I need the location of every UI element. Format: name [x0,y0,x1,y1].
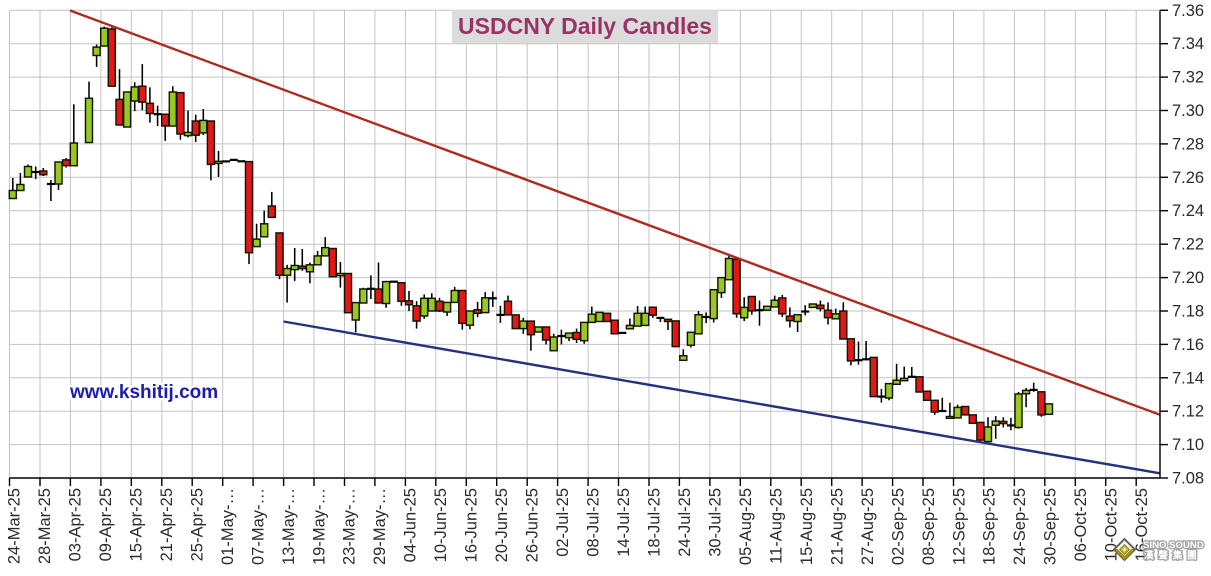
svg-text:20-Jun-25: 20-Jun-25 [493,488,511,562]
svg-text:USDCNY Daily Candles: USDCNY Daily Candles [458,13,712,39]
svg-text:03-Apr-25: 03-Apr-25 [67,488,85,561]
svg-text:7.30: 7.30 [1172,102,1204,120]
svg-text:7.22: 7.22 [1172,236,1204,254]
svg-text:25-Apr-25: 25-Apr-25 [188,488,206,561]
svg-text:7.14: 7.14 [1172,369,1204,387]
svg-text:21-Apr-25: 21-Apr-25 [158,488,176,561]
svg-text:SINO SOUND: SINO SOUND [1143,540,1204,551]
svg-text:08-Sep-25: 08-Sep-25 [920,488,938,565]
svg-text:21-Aug-25: 21-Aug-25 [828,488,846,565]
svg-text:05-Aug-25: 05-Aug-25 [737,488,755,565]
svg-text:7.20: 7.20 [1172,269,1204,287]
svg-text:13-May-…: 13-May-… [280,488,298,565]
svg-text:23-May-…: 23-May-… [341,488,359,565]
svg-text:12-Sep-25: 12-Sep-25 [950,488,968,565]
svg-text:02-Sep-25: 02-Sep-25 [889,488,907,565]
svg-text:7.12: 7.12 [1172,403,1204,421]
svg-text:30-Jul-25: 30-Jul-25 [706,488,724,557]
svg-text:7.16: 7.16 [1172,336,1204,354]
svg-text:28-Mar-25: 28-Mar-25 [36,488,54,564]
svg-text:26-Jun-25: 26-Jun-25 [524,488,542,562]
svg-text:11-Aug-25: 11-Aug-25 [767,488,785,564]
svg-text:15-Aug-25: 15-Aug-25 [798,488,816,565]
svg-text:7.24: 7.24 [1172,202,1204,220]
svg-text:16-Oct-25: 16-Oct-25 [1133,488,1151,561]
svg-text:04-Jun-25: 04-Jun-25 [402,488,420,562]
svg-text:7.28: 7.28 [1172,135,1204,153]
svg-text:7.36: 7.36 [1172,2,1204,20]
svg-text:16-Jun-25: 16-Jun-25 [463,488,481,562]
svg-text:10-Jun-25: 10-Jun-25 [432,488,450,562]
svg-text:24-Sep-25: 24-Sep-25 [1011,488,1029,565]
svg-text:02-Jul-25: 02-Jul-25 [554,488,572,557]
svg-text:08-Jul-25: 08-Jul-25 [585,488,603,557]
svg-text:24-Jul-25: 24-Jul-25 [676,488,694,557]
svg-text:24-Mar-25: 24-Mar-25 [6,488,24,564]
svg-text:7.32: 7.32 [1172,69,1204,87]
svg-text:18-Sep-25: 18-Sep-25 [981,488,999,565]
svg-text:01-May-…: 01-May-… [219,488,237,565]
svg-text:7.10: 7.10 [1172,436,1204,454]
svg-text:29-May-…: 29-May-… [371,488,389,565]
svg-text:漢聲集團: 漢聲集團 [1144,550,1202,562]
svg-text:7.26: 7.26 [1172,169,1204,187]
svg-text:30-Sep-25: 30-Sep-25 [1042,488,1060,565]
svg-text:27-Aug-25: 27-Aug-25 [859,488,877,565]
svg-text:www.kshitij.com: www.kshitij.com [69,382,218,403]
svg-text:7.18: 7.18 [1172,303,1204,321]
svg-text:06-Oct-25: 06-Oct-25 [1072,488,1090,561]
svg-text:19-May-…: 19-May-… [310,488,328,565]
svg-text:09-Apr-25: 09-Apr-25 [97,488,115,561]
svg-text:7.08: 7.08 [1172,470,1204,488]
svg-text:7.34: 7.34 [1172,35,1204,53]
svg-text:07-May-…: 07-May-… [249,488,267,565]
svg-text:15-Apr-25: 15-Apr-25 [127,488,145,561]
svg-text:18-Jul-25: 18-Jul-25 [646,488,664,557]
svg-text:14-Jul-25: 14-Jul-25 [615,488,633,557]
svg-text:10-Oct-25: 10-Oct-25 [1103,488,1121,561]
